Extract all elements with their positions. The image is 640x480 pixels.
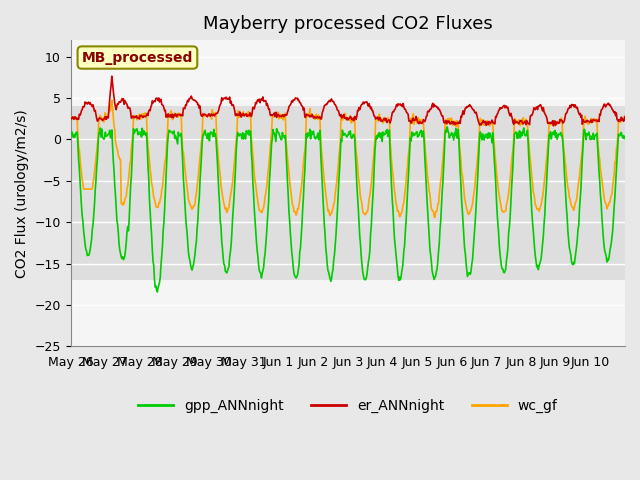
Text: MB_processed: MB_processed — [82, 50, 193, 64]
Bar — [70, 107, 625, 280]
Y-axis label: CO2 Flux (urology/m2/s): CO2 Flux (urology/m2/s) — [15, 109, 29, 277]
Title: Mayberry processed CO2 Fluxes: Mayberry processed CO2 Fluxes — [203, 15, 493, 33]
Legend: gpp_ANNnight, er_ANNnight, wc_gf: gpp_ANNnight, er_ANNnight, wc_gf — [132, 393, 563, 419]
